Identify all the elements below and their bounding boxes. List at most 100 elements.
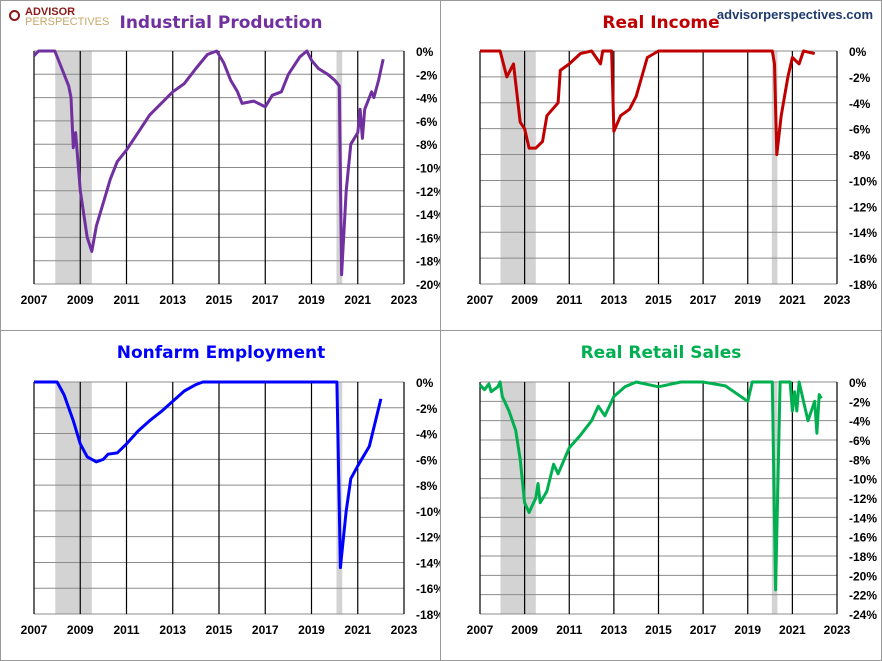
- y-tick-label: -4%: [849, 415, 871, 429]
- chart-title: Industrial Production: [119, 13, 323, 33]
- x-tick-label: 2009: [511, 623, 538, 637]
- y-tick-label: -14%: [849, 511, 877, 525]
- x-tick-label: 2019: [734, 623, 761, 637]
- x-tick-label: 2015: [645, 623, 672, 637]
- panel-nonfarm-employment: Nonfarm Employment 0% -2% -4% -6% -8% -10% -12…: [0, 330, 442, 661]
- y-tick-label: -14%: [416, 208, 441, 222]
- y-tick-label: -2%: [416, 402, 438, 416]
- y-tick-label: -20%: [416, 278, 441, 292]
- y-tick-label: -12%: [416, 531, 441, 545]
- x-tick-label: 2007: [21, 623, 48, 637]
- chart-title: Real Income: [602, 13, 720, 33]
- x-tick-label: 2023: [391, 623, 418, 637]
- x-tick-label: 2019: [298, 623, 325, 637]
- x-tick-label: 2021: [344, 623, 371, 637]
- x-tick-label: 2021: [344, 293, 371, 307]
- x-tick-label: 2011: [113, 623, 139, 637]
- x-tick-label: 2015: [206, 623, 233, 637]
- recession-band: [500, 51, 536, 284]
- y-tick-label: -8%: [849, 453, 871, 467]
- x-tick-label: 2009: [67, 623, 94, 637]
- y-tick-label: -18%: [849, 550, 877, 564]
- logo-line2: PERSPECTIVES: [25, 16, 110, 28]
- y-tick-label: -16%: [416, 582, 441, 596]
- x-tick-label: 2007: [21, 293, 48, 307]
- x-tick-label: 2021: [779, 623, 806, 637]
- recession-band: [771, 51, 778, 284]
- x-tick-label: 2017: [690, 293, 717, 307]
- y-tick-label: -2%: [416, 68, 438, 82]
- logo-line1: ADVISOR: [25, 6, 76, 18]
- x-tick-label: 2013: [159, 623, 186, 637]
- y-tick-label: -6%: [849, 434, 871, 448]
- y-tick-label: -12%: [416, 185, 441, 199]
- y-tick-label: -18%: [416, 255, 441, 269]
- panel-real-income: advisorperspectives.com Real Income 0% -2…: [440, 0, 882, 332]
- y-tick-label: -10%: [416, 162, 441, 176]
- series-line: [32, 49, 385, 277]
- y-tick-label: -4%: [416, 92, 438, 106]
- y-tick-label: -20%: [849, 569, 877, 583]
- y-tick-label: -10%: [849, 174, 877, 188]
- y-tick-label: -4%: [416, 428, 438, 442]
- compass-icon: [9, 10, 20, 21]
- real-income-chart: 0% -2% -4% -6% -8% -10% -12% -14% -16% -18% 2007 20…: [467, 45, 878, 307]
- x-tick-label: 2017: [252, 623, 279, 637]
- y-tick-label: -24%: [849, 608, 877, 622]
- y-tick-label: -6%: [416, 115, 438, 129]
- x-tick-label: 2023: [391, 293, 418, 307]
- industrial-production-chart: 0%-2%-4%-6%-8%-10%-12%-14%-16%-18%-20%20…: [21, 45, 441, 307]
- y-tick-label: -2%: [849, 71, 871, 85]
- x-tick-label: 2019: [734, 293, 761, 307]
- y-tick-label: 0%: [416, 45, 434, 59]
- y-tick-label: -10%: [849, 473, 877, 487]
- x-tick-label: 2011: [556, 623, 582, 637]
- y-tick-label: -8%: [416, 138, 438, 152]
- y-tick-label: -16%: [849, 252, 877, 266]
- x-tick-label: 2011: [113, 293, 139, 307]
- x-tick-label: 2013: [601, 623, 628, 637]
- real-retail-sales-chart: 0% -2% -4% -6% -8% -10% -12% -14% -16% -18% -20% -2…: [467, 376, 878, 637]
- x-tick-label: 2017: [690, 623, 717, 637]
- y-tick-label: -6%: [416, 453, 438, 467]
- y-tick-label: -8%: [416, 479, 438, 493]
- y-tick-label: -8%: [849, 149, 871, 163]
- chart-title: Nonfarm Employment: [116, 343, 326, 363]
- x-tick-label: 2013: [159, 293, 186, 307]
- panel-real-retail-sales: Real Retail Sales 0% -2% -4% -6% -8% -10% -12%…: [440, 330, 882, 661]
- nonfarm-employment-chart: 0% -2% -4% -6% -8% -10% -12% -14% -16% -18% 2007 20…: [21, 376, 441, 637]
- x-tick-label: 2011: [556, 293, 582, 307]
- y-tick-label: 0%: [849, 376, 867, 390]
- y-tick-label: -14%: [416, 556, 441, 570]
- x-tick-label: 2023: [824, 293, 851, 307]
- panel-industrial-production: ADVISOR PERSPECTIVES Industrial Producti…: [0, 0, 442, 332]
- series-line: [478, 380, 823, 592]
- y-tick-label: -2%: [849, 395, 871, 409]
- x-tick-label: 2009: [67, 293, 94, 307]
- advisor-perspectives-logo: ADVISOR PERSPECTIVES: [9, 6, 110, 28]
- y-tick-label: 0%: [416, 376, 434, 390]
- y-tick-label: -12%: [849, 200, 877, 214]
- x-tick-label: 2007: [467, 623, 494, 637]
- y-tick-label: -22%: [849, 589, 877, 603]
- x-tick-label: 2015: [645, 293, 672, 307]
- y-tick-label: 0%: [849, 45, 867, 59]
- y-tick-label: -4%: [849, 97, 871, 111]
- x-tick-label: 2013: [601, 293, 628, 307]
- y-tick-label: -14%: [849, 226, 877, 240]
- y-tick-label: -12%: [849, 492, 877, 506]
- x-tick-label: 2023: [824, 623, 851, 637]
- x-tick-label: 2021: [779, 293, 806, 307]
- chart-title: Real Retail Sales: [580, 343, 742, 363]
- y-tick-label: -6%: [849, 123, 871, 137]
- y-tick-label: -18%: [416, 608, 441, 622]
- x-tick-label: 2007: [467, 293, 494, 307]
- site-url: advisorperspectives.com: [716, 7, 873, 22]
- x-tick-label: 2015: [206, 293, 233, 307]
- y-tick-label: -18%: [849, 278, 877, 292]
- y-tick-label: -16%: [416, 231, 441, 245]
- y-tick-label: -16%: [849, 531, 877, 545]
- y-tick-label: -10%: [416, 505, 441, 519]
- x-tick-label: 2019: [298, 293, 325, 307]
- x-tick-label: 2017: [252, 293, 279, 307]
